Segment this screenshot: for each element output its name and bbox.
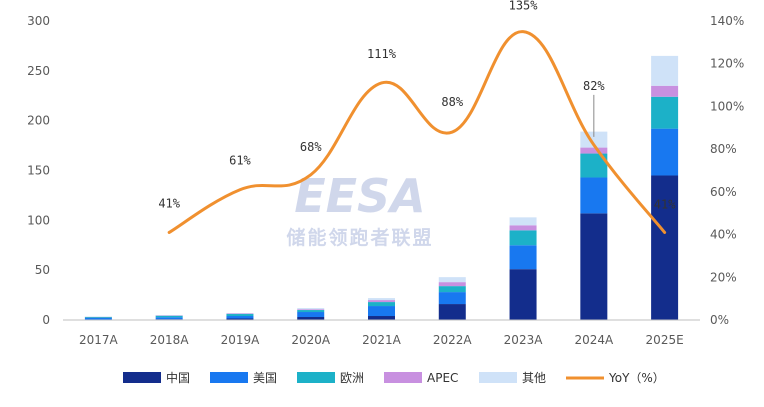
- y-right-tick-7: 140%: [710, 14, 744, 28]
- legend-label-0: 中国: [166, 370, 190, 385]
- bar-4-3: [297, 308, 325, 310]
- legend-label-2: 欧洲: [340, 371, 364, 385]
- bar-1-5: [438, 292, 466, 305]
- y-right-tick-2: 40%: [710, 228, 737, 242]
- legend-swatch-4: [479, 372, 517, 383]
- yoy-label-1: 61%: [229, 154, 251, 168]
- bar-3-2: [226, 313, 254, 315]
- x-tick-5: 2022A: [433, 333, 473, 347]
- bar-0-4: [368, 316, 395, 320]
- yoy-label-0: 41%: [158, 196, 180, 210]
- bar-1-6: [509, 245, 537, 270]
- yoy-label-3: 111%: [367, 47, 397, 61]
- bar-4-5: [438, 277, 466, 283]
- x-tick-4: 2021A: [362, 333, 402, 347]
- yoy-label-5: 135%: [509, 0, 539, 13]
- y-right-tick-3: 60%: [710, 185, 737, 199]
- legend-swatch-1: [210, 372, 248, 383]
- x-tick-3: 2020A: [291, 333, 331, 347]
- bar-0-6: [509, 269, 537, 320]
- legend: 中国 美国 欧洲 APEC 其他 YoY（%）: [123, 370, 665, 385]
- y-left-tick-0: 0: [42, 313, 50, 327]
- y-left-tick-4: 200: [27, 114, 50, 128]
- x-tick-1: 2018A: [150, 333, 190, 347]
- x-tick-2: 2019A: [221, 333, 261, 347]
- bar-0-8: [651, 175, 679, 320]
- axes-layer: 0 50 100 150 200 250 300 0% 20% 40% 60% 80% 100% 120%…: [27, 14, 744, 347]
- watermark-logo: EESA: [294, 169, 426, 223]
- bar-2-2: [226, 314, 254, 317]
- y-left-tick-3: 150: [27, 164, 50, 178]
- x-tick-0: 2017A: [79, 333, 119, 347]
- y-left-tick-5: 250: [27, 64, 50, 78]
- x-tick-6: 2023A: [504, 333, 544, 347]
- yoy-label-2: 68%: [300, 140, 322, 154]
- bar-1-7: [580, 177, 608, 214]
- bar-3-4: [368, 300, 395, 303]
- line-layer: 41% 61% 68% 111% 88% 135% 82% 41%: [158, 0, 676, 234]
- bar-2-3: [297, 310, 325, 313]
- bar-1-3: [297, 312, 325, 318]
- y-right-tick-4: 80%: [710, 142, 737, 156]
- x-tick-7: 2024A: [574, 333, 614, 347]
- legend-swatch-3: [384, 372, 422, 383]
- bar-1-2: [226, 316, 254, 319]
- bar-2-5: [438, 286, 466, 293]
- legend-label-line: YoY（%）: [608, 371, 665, 385]
- bar-1-1: [155, 317, 183, 320]
- x-tick-8: 2025E: [646, 333, 684, 347]
- legend-label-4: 其他: [522, 371, 546, 385]
- bar-4-6: [509, 217, 537, 226]
- bar-3-6: [509, 225, 537, 231]
- bar-4-2: [226, 313, 254, 314]
- bar-0-7: [580, 213, 608, 320]
- bar-4-1: [155, 315, 183, 316]
- y-right-tick-5: 100%: [710, 99, 744, 113]
- bar-0-5: [438, 304, 466, 320]
- bar-2-0: [84, 317, 112, 319]
- legend-label-1: 美国: [253, 371, 277, 385]
- y-right-tick-1: 20%: [710, 270, 737, 284]
- legend-swatch-0: [123, 372, 161, 383]
- bar-3-1: [155, 315, 183, 316]
- bar-3-7: [580, 147, 608, 154]
- bar-2-8: [651, 96, 679, 129]
- bar-2-6: [509, 230, 537, 246]
- y-left-tick-1: 50: [35, 263, 50, 277]
- legend-label-3: APEC: [427, 371, 458, 385]
- yoy-label-6: 82%: [583, 79, 605, 93]
- y-left-tick-6: 300: [27, 14, 50, 28]
- yoy-label-4: 88%: [441, 95, 463, 109]
- bar-3-8: [651, 85, 679, 97]
- bar-4-4: [368, 298, 395, 301]
- y-right-tick-6: 120%: [710, 57, 744, 71]
- bar-1-0: [84, 318, 112, 320]
- watermark-subtitle: 储能领跑者联盟: [286, 226, 433, 249]
- yoy-line: [167, 30, 667, 234]
- y-right-tick-0: 0%: [710, 313, 729, 327]
- legend-swatch-2: [297, 372, 335, 383]
- bar-2-7: [580, 153, 608, 178]
- bar-2-4: [368, 302, 395, 307]
- bars-layer: [84, 55, 679, 321]
- bar-2-1: [155, 315, 183, 318]
- y-left-tick-2: 100: [27, 213, 50, 227]
- watermark: EESA 储能领跑者联盟: [286, 169, 433, 249]
- bar-1-4: [368, 306, 395, 317]
- bar-0-2: [226, 318, 254, 320]
- bar-4-8: [651, 55, 679, 86]
- bar-3-5: [438, 282, 466, 287]
- yoy-label-7: 41%: [654, 197, 676, 211]
- bar-1-8: [651, 128, 679, 176]
- bar-0-3: [297, 317, 325, 320]
- bar-4-0: [84, 316, 112, 318]
- bar-3-3: [297, 309, 325, 311]
